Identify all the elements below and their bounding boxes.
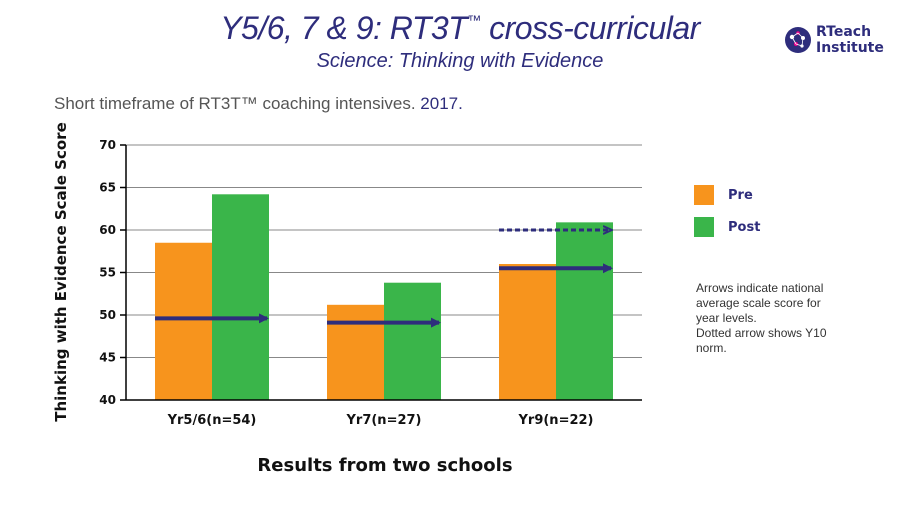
legend-label-post: Post [728, 219, 761, 235]
context-text: Short timeframe of RT3T™ coaching intens… [54, 94, 463, 113]
note-line: average scale score for [696, 296, 821, 310]
bar-pre [155, 242, 212, 400]
legend-swatch-pre [694, 185, 714, 205]
chart-subtitle: Science: Thinking with Evidence [316, 50, 604, 72]
rteach-logo: RTeach Institute [784, 22, 894, 62]
y-axis-title: Thinking with Evidence Scale Score [52, 122, 70, 422]
bar-pre [499, 264, 556, 400]
legend-label-pre: Pre [728, 187, 753, 203]
y-tick-label: 55 [99, 266, 116, 280]
x-tick-label: Yr5/6(n=54) [167, 413, 257, 428]
note-line: Arrows indicate national [696, 281, 824, 295]
logo-line-2: Institute [816, 40, 884, 56]
bar-post [556, 222, 613, 400]
context-year: 2017. [420, 94, 463, 113]
arrow-note: Arrows indicate national average scale s… [696, 281, 866, 356]
y-tick-label: 70 [99, 138, 116, 152]
x-axis-title: Results from two schools [257, 455, 513, 476]
x-tick-label: Yr9(n=22) [518, 413, 594, 428]
x-tick-label: Yr7(n=27) [346, 413, 422, 428]
note-line: norm. [696, 341, 727, 355]
bar-post [384, 282, 441, 400]
y-tick-label: 50 [99, 308, 116, 322]
legend-item-pre: Pre [694, 184, 760, 206]
logo-line-1: RTeach [816, 24, 872, 40]
legend-swatch-post [694, 217, 714, 237]
logo-text: RTeach Institute [816, 24, 884, 56]
y-tick-label: 40 [99, 393, 116, 407]
globe-network-icon [785, 27, 811, 53]
y-tick-label: 45 [99, 351, 116, 365]
bar-post [212, 194, 269, 400]
note-line: Dotted arrow shows Y10 [696, 326, 827, 340]
y-tick-label: 60 [99, 223, 116, 237]
note-line: year levels. [696, 311, 757, 325]
chart-title: Y5/6, 7 & 9: RT3T™ cross-curricular [220, 10, 700, 46]
y-tick-label: 65 [99, 181, 116, 195]
legend-item-post: Post [694, 216, 760, 238]
bar-pre [327, 304, 384, 400]
legend: Pre Post [694, 184, 760, 248]
